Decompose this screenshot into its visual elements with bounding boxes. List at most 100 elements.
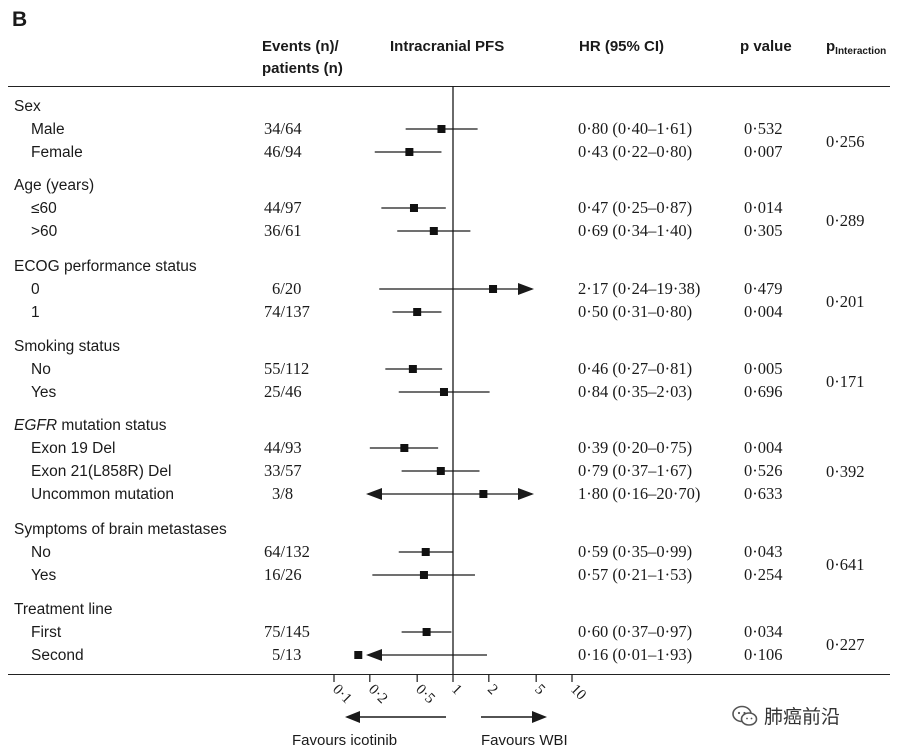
row-hr-ci: 2·17 (0·24–19·38)	[578, 279, 701, 298]
group-label-italic: EGFR	[14, 417, 58, 434]
row-events: 44/97	[264, 198, 302, 217]
ci-arrow-left	[366, 649, 382, 661]
group-label: Age (years)	[14, 177, 95, 194]
row-label: Male	[31, 121, 65, 138]
row-p-value: 0·034	[744, 622, 783, 641]
x-tick-label: 2	[484, 682, 501, 699]
hr-point	[354, 651, 363, 659]
row-p-value: 0·479	[744, 279, 783, 298]
hr-point	[439, 388, 448, 396]
row-hr-ci: 0·59 (0·35–0·99)	[578, 542, 693, 561]
hr-point	[489, 285, 498, 293]
header-hr: HR (95% CI)	[579, 38, 665, 55]
row-label: Exon 19 Del	[31, 440, 116, 457]
row-p-value: 0·004	[744, 302, 783, 321]
row-label: Female	[31, 144, 83, 161]
row-p-value: 0·532	[744, 119, 783, 138]
row-label: Second	[31, 647, 84, 664]
hr-point	[419, 571, 428, 579]
row-label: >60	[31, 223, 58, 240]
watermark: 肺癌前沿	[732, 702, 840, 729]
row-events: 64/132	[264, 542, 310, 561]
row-label: Exon 21(L858R) Del	[31, 463, 172, 480]
row-hr-ci: 0·47 (0·25–0·87)	[578, 198, 693, 217]
group-label: ECOG performance status	[14, 258, 197, 275]
row-events: 34/64	[264, 119, 302, 138]
row-p-value: 0·526	[744, 461, 783, 480]
group-label: Smoking status	[14, 338, 120, 355]
row-p-value: 0·305	[744, 221, 783, 240]
row-hr-ci: 0·46 (0·27–0·81)	[578, 359, 693, 378]
x-tick-label: 0·2	[365, 682, 390, 707]
row-label: Yes	[31, 567, 57, 584]
row-hr-ci: 0·43 (0·22–0·80)	[578, 142, 693, 161]
group-p-interaction: 0·641	[826, 554, 865, 574]
row-hr-ci: 0·84 (0·35–2·03)	[578, 382, 693, 401]
row-label: ≤60	[31, 200, 57, 217]
hr-point	[413, 308, 422, 316]
header-events-line1: Events (n)/	[262, 38, 339, 55]
row-events: 25/46	[264, 382, 302, 401]
row-events: 75/145	[264, 622, 310, 641]
row-hr-ci: 0·57 (0·21–1·53)	[578, 565, 693, 584]
row-events: 36/61	[264, 221, 302, 240]
hr-point	[408, 365, 417, 373]
hr-point	[429, 227, 438, 235]
group-p-interaction: 0·227	[826, 634, 865, 654]
row-hr-ci: 1·80 (0·16–20·70)	[578, 484, 701, 503]
row-label: Yes	[31, 384, 57, 401]
panel-label: B	[12, 8, 28, 31]
row-events: 44/93	[264, 438, 302, 457]
wechat-icon	[732, 705, 758, 726]
header-pvalue: p value	[740, 38, 792, 55]
row-hr-ci: 0·39 (0·20–0·75)	[578, 438, 693, 457]
row-p-value: 0·014	[744, 198, 783, 217]
group-label: Sex	[14, 98, 41, 115]
row-events: 5/13	[272, 645, 302, 664]
header-pfs: Intracranial PFS	[390, 38, 505, 55]
header-pint-sub: Interaction	[835, 46, 887, 57]
row-hr-ci: 0·79 (0·37–1·67)	[578, 461, 693, 480]
row-events: 16/26	[264, 565, 302, 584]
row-p-value: 0·696	[744, 382, 783, 401]
hr-point	[422, 628, 431, 636]
row-label: First	[31, 624, 62, 641]
header-rule	[8, 86, 890, 88]
row-hr-ci: 0·16 (0·01–1·93)	[578, 645, 693, 664]
header-pint-main: p	[826, 38, 836, 55]
row-label: Uncommon mutation	[31, 486, 175, 503]
group-p-interaction: 0·171	[826, 371, 865, 391]
hr-point	[437, 125, 446, 133]
group-label-rest: mutation status	[57, 417, 167, 434]
group-label: Symptoms of brain metastases	[14, 521, 227, 538]
row-p-value: 0·633	[744, 484, 783, 503]
row-p-value: 0·005	[744, 359, 783, 378]
x-tick-label: 10	[567, 682, 589, 704]
favours-left-arrow-head	[345, 711, 360, 723]
x-tick-label: 0·1	[329, 682, 354, 707]
row-hr-ci: 0·60 (0·37–0·97)	[578, 622, 693, 641]
row-events: 55/112	[264, 359, 310, 378]
row-events: 6/20	[272, 279, 302, 298]
ci-arrow-left	[366, 488, 382, 500]
row-events: 46/94	[264, 142, 302, 161]
x-tick-label: 1	[448, 682, 465, 699]
header-events-line2: patients (n)	[262, 60, 343, 77]
favours-right-label: Favours WBI	[481, 732, 568, 749]
row-p-value: 0·043	[744, 542, 783, 561]
header-events: Events (n)/ patients (n)	[262, 36, 343, 80]
ci-arrow-right	[518, 283, 534, 295]
hr-point	[409, 204, 418, 212]
row-label: 0	[31, 281, 40, 298]
row-hr-ci: 0·80 (0·40–1·61)	[578, 119, 693, 138]
hr-point	[421, 548, 430, 556]
row-events: 74/137	[264, 302, 310, 321]
row-hr-ci: 0·50 (0·31–0·80)	[578, 302, 693, 321]
x-tick-label: 5	[531, 682, 548, 699]
ci-arrow-right	[518, 488, 534, 500]
group-label: Treatment line	[14, 601, 113, 618]
row-p-value: 0·007	[744, 142, 783, 161]
row-label: No	[31, 544, 51, 561]
header-pinteraction: pInteraction	[826, 36, 886, 63]
